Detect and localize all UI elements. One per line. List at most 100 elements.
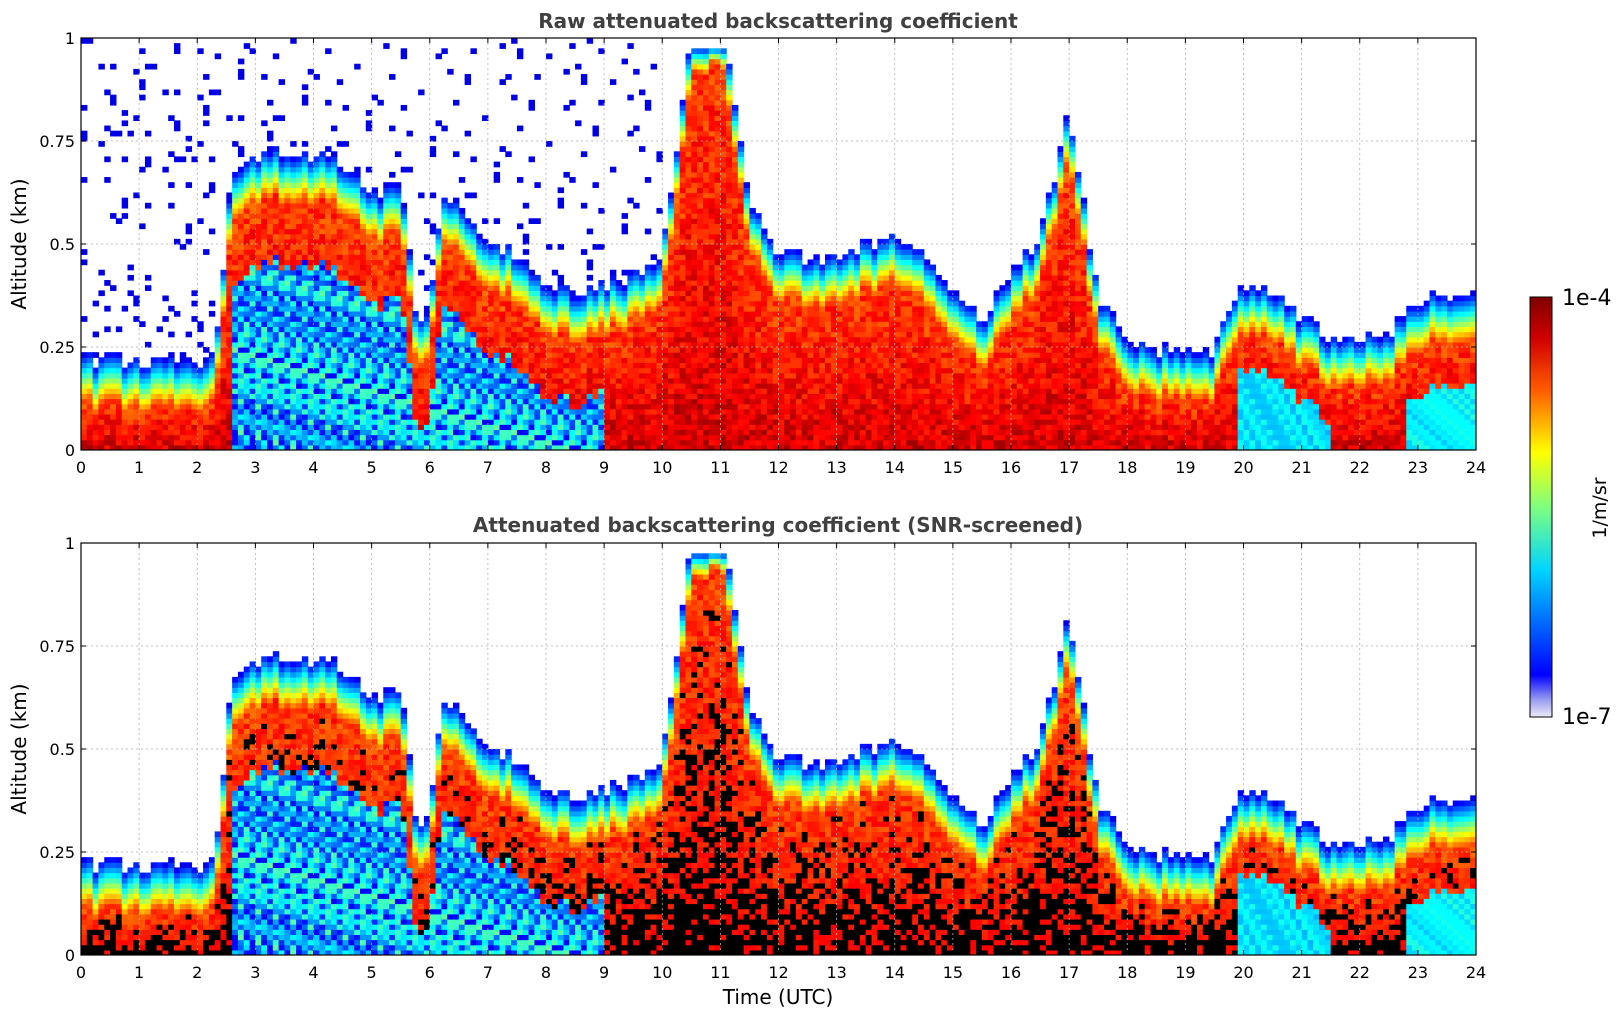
- heatmap-cell: [394, 413, 402, 420]
- heatmap-cell: [237, 218, 245, 224]
- heatmap-cell: [354, 259, 361, 266]
- heatmap-cell: [441, 347, 448, 353]
- heatmap-cell: [714, 84, 721, 91]
- heatmap-cell: [720, 336, 727, 343]
- heatmap-cell: [261, 300, 268, 307]
- heatmap-cell: [575, 408, 582, 415]
- heatmap-cell: [511, 295, 518, 302]
- heatmap-cell: [371, 305, 379, 312]
- heatmap-cell: [371, 244, 379, 250]
- heatmap-cell: [627, 403, 634, 410]
- heatmap-cell: [290, 310, 297, 317]
- heatmap-cell: [639, 413, 646, 420]
- heatmap-cell: [156, 429, 163, 436]
- heatmap-cell: [656, 403, 663, 410]
- heatmap-cell: [487, 408, 495, 415]
- heatmap-cell: [464, 321, 472, 327]
- heatmap-cell: [290, 161, 297, 168]
- heatmap-cell: [580, 79, 588, 85]
- heatmap-cell: [697, 290, 704, 297]
- heatmap-cell: [516, 290, 524, 297]
- heatmap-cell: [394, 331, 402, 338]
- heatmap-cell: [226, 408, 233, 415]
- heatmap-cell: [708, 68, 716, 75]
- heatmap-cell: [296, 444, 303, 450]
- heatmap-cell: [662, 326, 669, 333]
- heatmap-cell: [214, 336, 222, 343]
- heatmap-cell: [493, 274, 501, 281]
- heatmap-cell: [237, 305, 245, 312]
- heatmap-cell: [348, 182, 355, 188]
- heatmap-cell: [86, 398, 94, 405]
- heatmap-cell: [453, 408, 460, 415]
- heatmap-cell: [505, 383, 512, 389]
- heatmap-cell: [423, 372, 431, 379]
- heatmap-cell: [580, 74, 588, 80]
- heatmap-cell: [551, 310, 559, 317]
- heatmap-cell: [598, 372, 605, 379]
- heatmap-cell: [499, 295, 506, 302]
- heatmap-cell: [580, 362, 588, 369]
- heatmap-cell: [615, 403, 623, 410]
- heatmap-cell: [330, 295, 338, 302]
- heatmap-cell: [412, 403, 419, 410]
- heatmap-cell: [650, 393, 658, 400]
- heatmap-cell: [168, 362, 175, 369]
- heatmap-cell: [243, 207, 251, 214]
- heatmap-cell: [104, 89, 111, 96]
- heatmap-cell: [708, 192, 716, 199]
- heatmap-cell: [546, 300, 553, 307]
- heatmap-cell: [528, 310, 535, 317]
- heatmap-cell: [546, 295, 553, 302]
- heatmap-cell: [458, 321, 466, 327]
- heatmap-cell: [470, 367, 477, 374]
- heatmap-cell: [255, 249, 262, 255]
- heatmap-cell: [267, 388, 274, 394]
- heatmap-cell: [522, 408, 530, 415]
- heatmap-cell: [365, 264, 373, 271]
- heatmap-cell: [464, 233, 472, 240]
- heatmap-cell: [179, 244, 187, 250]
- heatmap-cell: [412, 347, 419, 353]
- heatmap-cell: [511, 383, 518, 389]
- heatmap-cell: [330, 372, 338, 379]
- heatmap-cell: [563, 104, 570, 111]
- heatmap-cell: [342, 197, 349, 204]
- heatmap-cell: [365, 285, 373, 291]
- heatmap-cell: [342, 285, 349, 291]
- heatmap-cell: [633, 362, 640, 369]
- heatmap-cell: [441, 439, 448, 446]
- heatmap-cell: [243, 300, 251, 307]
- heatmap-cell: [615, 331, 623, 338]
- heatmap-cell: [732, 393, 739, 400]
- heatmap-cell: [313, 347, 320, 353]
- heatmap-cell: [267, 434, 274, 441]
- heatmap-cell: [737, 377, 745, 384]
- heatmap-cell: [383, 352, 390, 358]
- heatmap-cell: [714, 177, 721, 183]
- heatmap-cell: [354, 372, 361, 379]
- heatmap-cell: [522, 352, 530, 358]
- heatmap-cell: [232, 413, 239, 420]
- heatmap-cell: [307, 336, 315, 343]
- heatmap-cell: [336, 295, 344, 302]
- heatmap-cell: [383, 372, 390, 379]
- heatmap-cell: [243, 341, 251, 348]
- heatmap-cell: [691, 305, 698, 312]
- heatmap-cell: [214, 403, 222, 410]
- heatmap-cell: [267, 192, 274, 199]
- heatmap-cell: [313, 207, 320, 214]
- heatmap-cell: [447, 305, 454, 312]
- heatmap-cell: [691, 439, 698, 446]
- heatmap-cell: [563, 316, 570, 322]
- heatmap-cell: [261, 367, 268, 374]
- heatmap-cell: [319, 403, 326, 410]
- heatmap-cell: [685, 326, 692, 333]
- heatmap-cell: [383, 326, 390, 333]
- heatmap-cell: [650, 357, 658, 364]
- heatmap-cell: [336, 403, 344, 410]
- heatmap-cell: [511, 38, 518, 44]
- heatmap-cell: [575, 316, 582, 322]
- heatmap-cell: [447, 347, 454, 353]
- heatmap-cell: [511, 444, 518, 450]
